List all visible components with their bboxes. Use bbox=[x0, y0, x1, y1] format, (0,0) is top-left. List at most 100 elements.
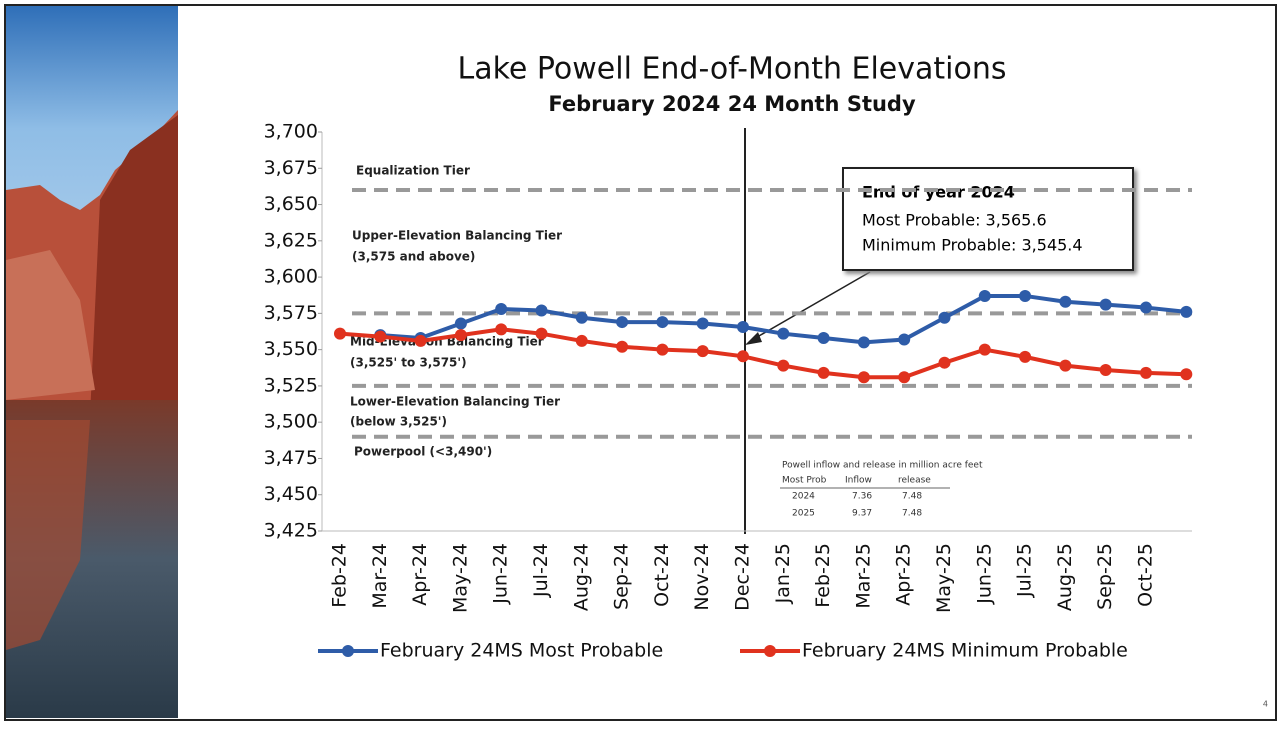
x-tick-label: Feb-24 bbox=[329, 543, 351, 608]
data-point bbox=[939, 357, 951, 369]
data-point bbox=[697, 318, 709, 330]
x-tick-label: Mar-25 bbox=[852, 543, 874, 609]
table-cell: 2024 bbox=[792, 492, 815, 502]
x-tick-label: Feb-25 bbox=[812, 543, 834, 608]
data-point bbox=[656, 316, 668, 328]
x-tick-label: Dec-24 bbox=[732, 543, 754, 611]
y-tick-label: 3,600 bbox=[264, 266, 318, 288]
y-tick-label: 3,700 bbox=[264, 121, 318, 143]
x-tick-label: Apr-25 bbox=[893, 543, 915, 606]
y-tick-label: 3,550 bbox=[264, 338, 318, 360]
chart-title: Lake Powell End-of-Month Elevations bbox=[457, 52, 1006, 87]
x-tick-label: Jun-24 bbox=[490, 543, 512, 605]
data-point bbox=[1019, 290, 1031, 302]
table-header: Inflow bbox=[845, 476, 872, 486]
data-point bbox=[777, 328, 789, 340]
x-tick-label: Oct-24 bbox=[651, 543, 673, 607]
annotation: Equalization Tier bbox=[356, 164, 470, 178]
annotation: (below 3,525') bbox=[350, 415, 447, 429]
data-point bbox=[616, 341, 628, 353]
data-point bbox=[818, 367, 830, 379]
x-tick-label: Aug-25 bbox=[1054, 543, 1076, 611]
x-tick-label: Sep-24 bbox=[611, 543, 633, 610]
table-header: release bbox=[898, 476, 931, 486]
x-tick-label: Sep-25 bbox=[1094, 543, 1116, 610]
table-title: Powell inflow and release in million acr… bbox=[782, 461, 983, 471]
legend-label: February 24MS Most Probable bbox=[380, 640, 663, 662]
data-point bbox=[495, 323, 507, 335]
data-point bbox=[374, 331, 386, 343]
data-point bbox=[334, 328, 346, 340]
annotation: (3,525' to 3,575') bbox=[350, 356, 467, 370]
data-point bbox=[979, 344, 991, 356]
x-tick-label: May-24 bbox=[449, 543, 471, 613]
y-tick-label: 3,675 bbox=[264, 157, 318, 179]
annotation: (3,575 and above) bbox=[352, 250, 475, 264]
data-point bbox=[737, 321, 749, 333]
legend-marker bbox=[342, 645, 354, 657]
y-tick-label: 3,475 bbox=[264, 447, 318, 469]
data-point bbox=[1019, 351, 1031, 363]
data-point bbox=[858, 371, 870, 383]
data-point bbox=[1059, 360, 1071, 372]
x-tick-label: Aug-24 bbox=[570, 543, 592, 611]
data-point bbox=[818, 332, 830, 344]
data-point bbox=[1140, 302, 1152, 314]
x-tick-label: Jul-24 bbox=[530, 543, 552, 598]
x-tick-label: Nov-24 bbox=[691, 543, 713, 611]
slide: Lake Powell End-of-Month Elevations Febr… bbox=[0, 0, 1282, 726]
table-cell: 7.36 bbox=[852, 492, 872, 502]
y-tick-label: 3,575 bbox=[264, 302, 318, 324]
data-point bbox=[415, 335, 427, 347]
legend-marker bbox=[764, 645, 776, 657]
table-cell: 9.37 bbox=[852, 509, 872, 519]
chart-subtitle: February 2024 24 Month Study bbox=[548, 92, 916, 116]
table-header: Most Prob bbox=[782, 476, 827, 486]
data-point bbox=[455, 318, 467, 330]
y-tick-label: 3,500 bbox=[264, 411, 318, 433]
data-point bbox=[1180, 368, 1192, 380]
data-point bbox=[536, 328, 548, 340]
annotation: Powerpool (<3,490') bbox=[354, 445, 492, 459]
x-tick-label: Jun-25 bbox=[973, 543, 995, 605]
legend-label: February 24MS Minimum Probable bbox=[802, 640, 1128, 662]
data-point bbox=[1059, 296, 1071, 308]
y-tick-label: 3,650 bbox=[264, 193, 318, 215]
data-point bbox=[656, 344, 668, 356]
data-point bbox=[1140, 367, 1152, 379]
data-point bbox=[898, 371, 910, 383]
table-cell: 7.48 bbox=[902, 492, 922, 502]
data-point bbox=[455, 329, 467, 341]
data-point bbox=[1100, 364, 1112, 376]
data-point bbox=[616, 316, 628, 328]
y-tick-label: 3,425 bbox=[264, 520, 318, 542]
data-point bbox=[576, 312, 588, 324]
data-point bbox=[576, 335, 588, 347]
data-point bbox=[1100, 299, 1112, 311]
data-point bbox=[979, 290, 991, 302]
callout-text: Minimum Probable: 3,545.4 bbox=[862, 236, 1083, 255]
data-point bbox=[536, 304, 548, 316]
y-tick-label: 3,625 bbox=[264, 229, 318, 251]
annotation: Upper-Elevation Balancing Tier bbox=[352, 229, 562, 243]
table-cell: 2025 bbox=[792, 509, 815, 519]
callout-text: Most Probable: 3,565.6 bbox=[862, 211, 1047, 230]
y-tick-label: 3,525 bbox=[264, 374, 318, 396]
y-tick-label: 3,450 bbox=[264, 483, 318, 505]
data-point bbox=[898, 333, 910, 345]
table-cell: 7.48 bbox=[902, 509, 922, 519]
page-number: 4 bbox=[1263, 700, 1268, 709]
x-tick-label: Jan-25 bbox=[772, 543, 794, 604]
x-tick-label: May-25 bbox=[933, 543, 955, 613]
data-point bbox=[858, 336, 870, 348]
data-point bbox=[939, 312, 951, 324]
canyon-photo bbox=[6, 6, 178, 718]
annotation: Lower-Elevation Balancing Tier bbox=[350, 395, 560, 409]
data-point bbox=[495, 303, 507, 315]
data-point bbox=[1180, 306, 1192, 318]
x-tick-label: Mar-24 bbox=[369, 543, 391, 609]
x-tick-label: Apr-24 bbox=[409, 543, 431, 606]
x-tick-label: Jul-25 bbox=[1014, 543, 1036, 598]
x-tick-label: Oct-25 bbox=[1135, 543, 1157, 607]
data-point bbox=[737, 350, 749, 362]
